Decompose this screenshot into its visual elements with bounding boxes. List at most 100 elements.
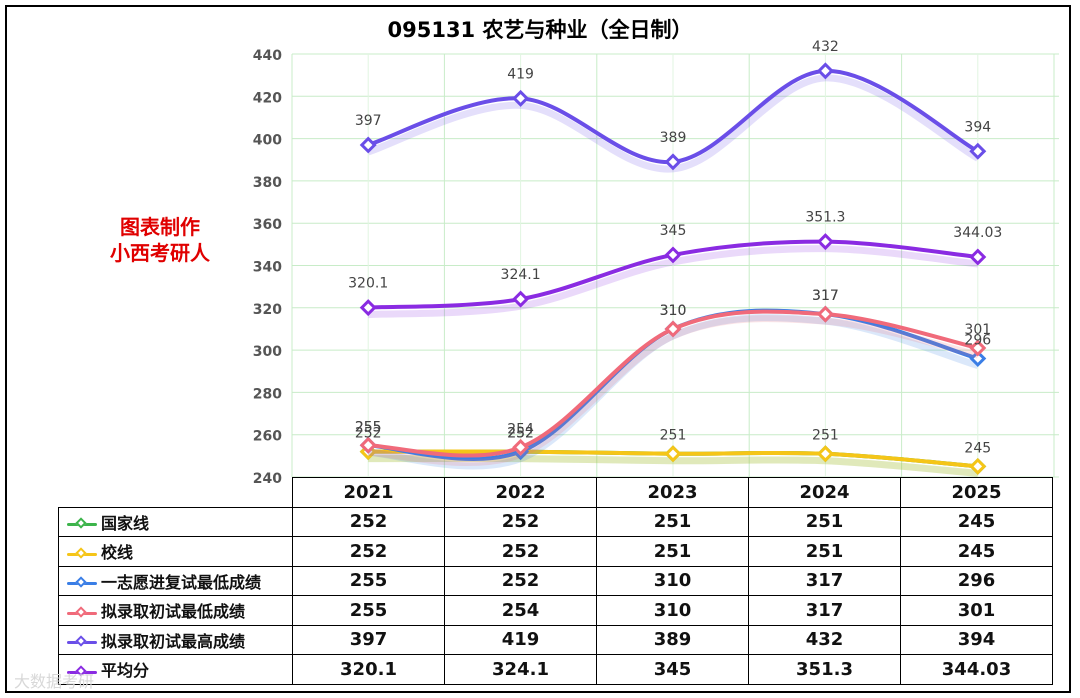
data-label: 345 xyxy=(660,223,687,239)
data-label: 251 xyxy=(660,428,687,444)
data-label: 394 xyxy=(964,119,991,135)
series-name: 平均分 xyxy=(101,661,150,681)
y-axis: 240 260 280 300 320 340 360 380 400 420 440 xyxy=(253,48,282,487)
table-cell: 251 xyxy=(596,536,749,567)
table-cell: 251 xyxy=(748,506,901,537)
data-label: 419 xyxy=(507,66,534,82)
data-point xyxy=(664,445,682,463)
table-cell: 245 xyxy=(900,506,1053,537)
data-label: 317 xyxy=(812,288,839,304)
legend-marker-icon xyxy=(67,547,97,560)
series-legend-cell: 平均分 xyxy=(58,654,293,685)
table-cell: 397 xyxy=(292,624,445,655)
table-cell: 296 xyxy=(900,565,1053,596)
data-point xyxy=(816,445,834,463)
data-point xyxy=(512,438,530,456)
y-tick-label: 340 xyxy=(253,260,282,276)
data-label: 252 xyxy=(507,426,534,442)
table-cell: 254 xyxy=(444,595,597,626)
table-cell: 351.3 xyxy=(748,654,901,685)
table-cell: 344.03 xyxy=(900,654,1053,685)
series-lines xyxy=(359,62,987,477)
table-cell: 252 xyxy=(444,536,597,567)
table-row: 校线 252 252 251 251 245 xyxy=(58,536,1053,567)
table-cell: 255 xyxy=(292,595,445,626)
table-header-cell: 2023 xyxy=(596,477,749,508)
series-legend-cell: 拟录取初试最低成绩 xyxy=(58,595,293,626)
series-name: 一志愿进复试最低成绩 xyxy=(101,572,262,592)
legend-marker-icon xyxy=(67,665,97,678)
data-point xyxy=(512,89,530,107)
table-cell: 310 xyxy=(596,595,749,626)
data-point xyxy=(359,299,377,317)
data-label: 245 xyxy=(964,440,991,456)
data-label: 344.03 xyxy=(953,225,1002,241)
data-point xyxy=(664,320,682,338)
table-cell: 245 xyxy=(900,536,1053,567)
y-tick-label: 440 xyxy=(253,48,282,64)
table-header-cell: 2021 xyxy=(292,477,445,508)
data-point xyxy=(969,142,987,160)
table-header-row: 2021 2022 2023 2024 2025 xyxy=(59,477,1053,508)
table-cell: 324.1 xyxy=(444,654,597,685)
table-cell: 389 xyxy=(596,624,749,655)
series-name: 国家线 xyxy=(101,513,150,533)
data-label: 317 xyxy=(812,288,839,304)
y-tick-label: 300 xyxy=(253,344,282,360)
data-point xyxy=(359,136,377,154)
y-tick-label: 380 xyxy=(253,175,282,191)
data-label: 320.1 xyxy=(348,276,388,292)
data-point xyxy=(816,233,834,251)
table-row: 国家线 252 252 251 251 245 xyxy=(58,506,1053,537)
y-tick-label: 400 xyxy=(253,133,282,149)
table-cell: 252 xyxy=(292,536,445,567)
table-header-cell: 2025 xyxy=(900,477,1053,508)
data-label: 252 xyxy=(507,426,534,442)
data-point xyxy=(969,248,987,266)
table-cell: 252 xyxy=(444,506,597,537)
series-name: 校线 xyxy=(101,543,134,563)
data-label: 351.3 xyxy=(805,210,845,226)
data-label: 301 xyxy=(964,322,991,338)
legend-marker-icon xyxy=(67,576,97,589)
data-label: 296 xyxy=(964,333,991,349)
table-cell: 345 xyxy=(596,654,749,685)
table-cell: 317 xyxy=(748,565,901,596)
table-row: 拟录取初试最高成绩 397 419 389 432 394 xyxy=(58,624,1053,655)
table-row: 平均分 320.1 324.1 345 351.3 344.03 xyxy=(58,654,1053,685)
data-point xyxy=(816,62,834,80)
table-cell: 251 xyxy=(596,506,749,537)
y-tick-label: 320 xyxy=(253,302,282,318)
data-label: 310 xyxy=(660,303,687,319)
series-legend-cell: 国家线 xyxy=(58,506,293,537)
data-label: 254 xyxy=(507,421,534,437)
legend-marker-icon xyxy=(67,606,97,619)
table-cell: 252 xyxy=(292,506,445,537)
chart-frame xyxy=(5,5,1071,693)
data-label: 252 xyxy=(355,426,382,442)
data-label: 255 xyxy=(355,419,382,435)
series-legend-cell: 一志愿进复试最低成绩 xyxy=(58,565,293,596)
data-point xyxy=(664,246,682,264)
data-table: 2021 2022 2023 2024 2025 国家线 252 252 251 251 245 校线… xyxy=(58,477,1053,685)
watermark-line-1: 图表制作 xyxy=(120,215,200,239)
data-label: 310 xyxy=(660,303,687,319)
table-cell: 320.1 xyxy=(292,654,445,685)
series-name: 拟录取初试最低成绩 xyxy=(101,602,246,622)
table-header-cell: 2022 xyxy=(444,477,597,508)
data-point xyxy=(512,290,530,308)
series-legend-cell: 校线 xyxy=(58,536,293,567)
chart-title: 095131 农艺与种业（全日制） xyxy=(387,18,693,42)
table-header-cell: 2024 xyxy=(748,477,901,508)
grid xyxy=(291,53,1059,478)
y-tick-label: 360 xyxy=(253,217,282,233)
table-cell: 317 xyxy=(748,595,901,626)
data-point xyxy=(816,305,834,323)
data-point xyxy=(359,436,377,454)
table-cell: 432 xyxy=(748,624,901,655)
data-point xyxy=(664,153,682,171)
table-cell: 252 xyxy=(444,565,597,596)
data-point xyxy=(969,350,987,368)
